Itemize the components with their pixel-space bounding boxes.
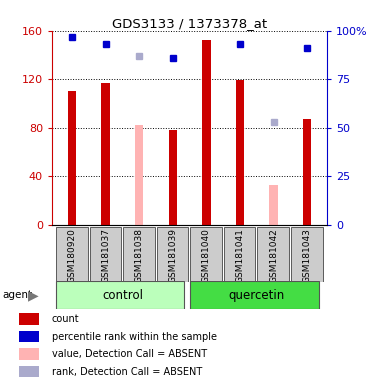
- Title: GDS3133 / 1373378_at: GDS3133 / 1373378_at: [112, 17, 267, 30]
- Text: GSM181039: GSM181039: [168, 228, 177, 283]
- Bar: [224, 227, 255, 282]
- Bar: [102, 83, 110, 225]
- Bar: [169, 130, 177, 225]
- Text: GSM181037: GSM181037: [101, 228, 110, 283]
- Text: GSM180920: GSM180920: [68, 228, 77, 283]
- Bar: [157, 227, 188, 282]
- Text: percentile rank within the sample: percentile rank within the sample: [52, 331, 217, 342]
- Bar: [202, 40, 211, 225]
- Bar: [258, 227, 289, 282]
- Bar: [291, 227, 323, 282]
- Text: count: count: [52, 314, 79, 324]
- Text: GSM181040: GSM181040: [202, 228, 211, 283]
- Text: GSM181041: GSM181041: [236, 228, 244, 283]
- Bar: [190, 227, 222, 282]
- Bar: [19, 366, 39, 377]
- Bar: [19, 331, 39, 343]
- Bar: [90, 227, 121, 282]
- Bar: [56, 227, 87, 282]
- Text: ▶: ▶: [28, 288, 38, 302]
- Text: GSM181038: GSM181038: [135, 228, 144, 283]
- Text: GSM181042: GSM181042: [269, 228, 278, 283]
- Bar: [19, 313, 39, 325]
- Text: value, Detection Call = ABSENT: value, Detection Call = ABSENT: [52, 349, 207, 359]
- Text: GSM181043: GSM181043: [303, 228, 311, 283]
- Bar: [270, 185, 278, 225]
- Bar: [56, 281, 184, 309]
- Bar: [123, 227, 155, 282]
- Text: agent: agent: [2, 290, 32, 300]
- Bar: [135, 125, 144, 225]
- Bar: [68, 91, 76, 225]
- Bar: [303, 119, 311, 225]
- Bar: [236, 80, 244, 225]
- Text: quercetin: quercetin: [229, 289, 285, 302]
- Text: control: control: [102, 289, 143, 302]
- Text: rank, Detection Call = ABSENT: rank, Detection Call = ABSENT: [52, 367, 202, 377]
- Bar: [190, 281, 318, 309]
- Bar: [19, 348, 39, 360]
